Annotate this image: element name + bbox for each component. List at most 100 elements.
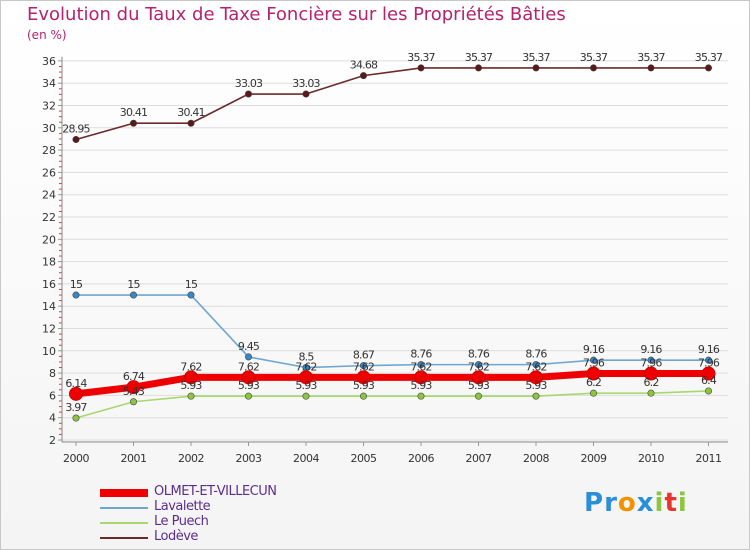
data-label-lod-ve: 35.37 <box>465 51 493 64</box>
data-label-le-puech: 3.97 <box>65 401 87 414</box>
data-label-lod-ve: 35.37 <box>695 51 723 64</box>
data-point-le-puech <box>359 392 367 400</box>
data-point-lavalette <box>130 291 138 299</box>
logo-letter: o <box>617 488 637 518</box>
logo-letter: P <box>584 488 605 518</box>
data-point-le-puech <box>647 389 655 397</box>
y-tick-label: 32 <box>42 100 56 113</box>
data-point-le-puech <box>245 392 253 400</box>
data-label-lod-ve: 30.41 <box>120 106 148 119</box>
x-tick-label: 2006 <box>408 452 434 465</box>
x-tick-label: 2008 <box>523 452 549 465</box>
data-label-lod-ve: 35.37 <box>522 51 550 64</box>
y-tick-label: 26 <box>42 166 56 179</box>
data-label-lavalette: 8.5 <box>298 351 314 364</box>
data-point-le-puech <box>302 392 310 400</box>
legend-swatch <box>100 522 148 524</box>
data-label-lavalette: 15 <box>70 278 83 291</box>
data-point-le-puech <box>704 387 712 395</box>
x-tick-label: 2005 <box>351 452 377 465</box>
data-point-olmet-et-villecun <box>529 370 543 385</box>
data-point-le-puech <box>532 392 540 400</box>
data-point-lavalette <box>647 356 655 364</box>
data-label-le-puech: 5.93 <box>180 379 202 392</box>
data-label-le-puech: 5.93 <box>238 379 260 392</box>
x-tick-label: 2004 <box>293 452 319 465</box>
y-tick-label: 18 <box>42 256 56 269</box>
data-point-lavalette <box>704 356 712 364</box>
data-point-olmet-et-villecun <box>414 370 428 385</box>
data-point-lod-ve <box>72 136 80 144</box>
data-label-lod-ve: 28.95 <box>62 123 90 136</box>
y-tick-label: 2 <box>49 434 56 447</box>
y-tick-label: 24 <box>42 189 56 202</box>
y-tick-label: 4 <box>49 412 56 425</box>
data-label-le-puech: 6.2 <box>586 376 601 389</box>
y-tick-label: 6 <box>49 389 56 402</box>
data-point-lod-ve <box>589 64 597 72</box>
data-label-olmet-et-villecun: 7.62 <box>295 360 316 373</box>
data-label-lod-ve: 35.37 <box>580 51 608 64</box>
x-tick-label: 2000 <box>63 452 89 465</box>
data-point-lod-ve <box>359 72 367 80</box>
proxiti-logo: Proxiti <box>584 488 688 518</box>
x-tick-label: 2003 <box>236 452 262 465</box>
data-point-olmet-et-villecun <box>356 370 371 385</box>
data-label-lavalette: 9.16 <box>640 343 662 356</box>
data-point-le-puech <box>187 392 195 400</box>
y-axis-unit-label: (en %) <box>27 28 67 42</box>
data-point-lod-ve <box>187 119 195 127</box>
data-point-olmet-et-villecun <box>184 370 198 385</box>
data-label-le-puech: 5.93 <box>468 379 490 392</box>
data-point-lod-ve <box>302 90 310 98</box>
data-label-lavalette: 8.67 <box>353 349 375 362</box>
legend-label: Lodève <box>154 529 198 544</box>
data-point-le-puech <box>417 392 425 400</box>
data-point-le-puech <box>589 389 597 397</box>
data-label-olmet-et-villecun: 7.62 <box>525 360 546 373</box>
y-tick-label: 34 <box>42 77 56 90</box>
data-label-lod-ve: 33.03 <box>292 77 320 90</box>
data-label-lavalette: 9.45 <box>238 340 260 353</box>
data-label-lod-ve: 34.68 <box>350 59 378 72</box>
logo-letter: x <box>636 488 655 518</box>
data-label-lavalette: 9.16 <box>583 343 605 356</box>
data-label-olmet-et-villecun: 7.62 <box>238 360 259 373</box>
data-label-le-puech: 5.93 <box>410 379 432 392</box>
data-label-le-puech: 5.93 <box>353 379 375 392</box>
data-label-olmet-et-villecun: 7.62 <box>180 360 201 373</box>
data-point-lavalette <box>532 361 540 369</box>
data-point-le-puech <box>474 392 482 400</box>
data-point-olmet-et-villecun <box>644 366 658 381</box>
data-point-lavalette <box>245 353 253 361</box>
legend-swatch <box>100 489 148 497</box>
data-point-olmet-et-villecun <box>299 370 313 385</box>
series-line-lod-ve <box>75 67 709 141</box>
y-tick-label: 14 <box>42 300 56 313</box>
data-label-olmet-et-villecun: 7.96 <box>640 357 662 370</box>
data-point-lavalette <box>589 356 597 364</box>
y-tick-label: 28 <box>42 144 56 157</box>
y-tick-label: 12 <box>42 323 56 336</box>
data-point-lod-ve <box>245 90 253 98</box>
data-label-lavalette: 15 <box>185 278 198 291</box>
x-tick-label: 2010 <box>638 452 664 465</box>
data-point-lod-ve <box>417 64 425 72</box>
data-point-lavalette <box>359 362 367 370</box>
data-label-lavalette: 8.76 <box>410 348 432 361</box>
data-label-le-puech: 6.4 <box>701 374 717 387</box>
data-point-olmet-et-villecun <box>241 370 256 385</box>
data-label-lod-ve: 35.37 <box>637 51 665 64</box>
data-point-lavalette <box>474 361 482 369</box>
data-point-olmet-et-villecun <box>586 366 601 381</box>
data-label-olmet-et-villecun: 7.62 <box>410 360 431 373</box>
data-point-olmet-et-villecun <box>126 380 141 395</box>
legend-label: Lavalette <box>154 499 211 514</box>
series-line-le-puech <box>75 390 709 419</box>
data-label-lavalette: 8.76 <box>525 348 547 361</box>
data-label-lavalette: 15 <box>127 278 140 291</box>
legend-label: Le Puech <box>154 514 209 529</box>
data-label-olmet-et-villecun: 7.96 <box>583 357 605 370</box>
